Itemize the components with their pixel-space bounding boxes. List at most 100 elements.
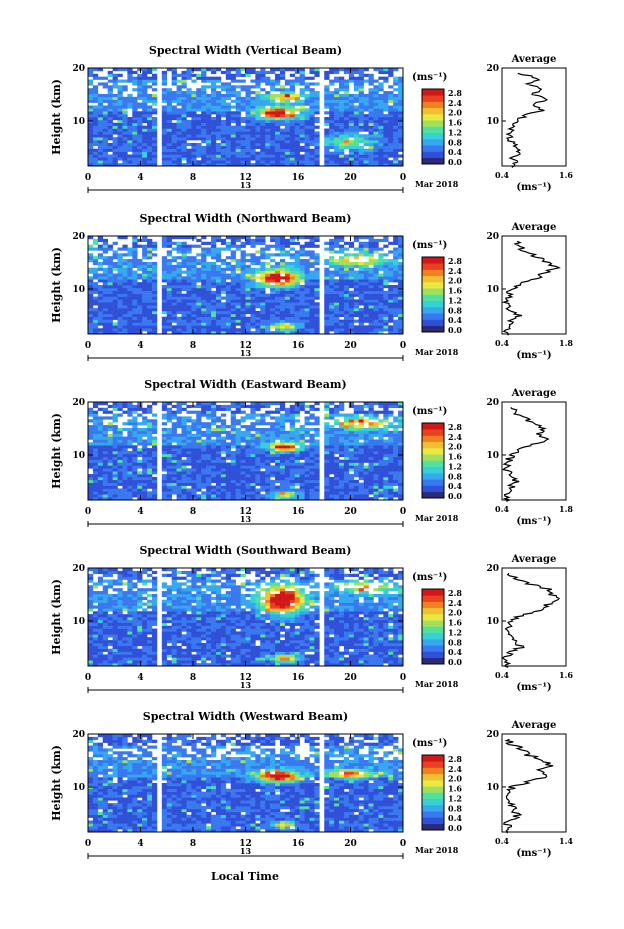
heatmap-cell xyxy=(388,270,394,274)
heatmap-cell xyxy=(171,117,177,121)
heatmap-cell xyxy=(324,140,330,144)
heatmap-cell xyxy=(220,308,227,312)
heatmap-cell xyxy=(353,137,359,141)
heatmap-cell xyxy=(176,99,182,103)
heatmap-cell xyxy=(260,108,266,112)
heatmap-cell xyxy=(132,244,138,248)
heatmap-cell xyxy=(289,270,296,274)
heatmap-cell xyxy=(240,293,246,297)
heatmap-cell xyxy=(127,497,133,501)
heatmap-cell xyxy=(353,253,359,257)
heatmap-cell xyxy=(88,114,94,118)
heatmap-cell xyxy=(196,163,202,167)
colorbar-tick-label: 0.4 xyxy=(448,147,462,157)
heatmap-cell xyxy=(275,93,281,98)
heatmap-cell xyxy=(294,273,300,277)
heatmap-cell xyxy=(299,102,305,106)
heatmap-cell xyxy=(211,485,217,489)
heatmap-cell xyxy=(329,122,335,126)
heatmap-cell xyxy=(235,453,241,458)
heatmap-cell xyxy=(299,117,305,121)
heatmap-cell xyxy=(279,328,286,332)
heatmap-cell xyxy=(220,407,227,411)
heatmap-cell xyxy=(97,261,104,266)
heatmap-cell xyxy=(88,296,94,300)
heatmap-cell xyxy=(348,328,355,332)
heatmap-cell xyxy=(353,264,359,268)
heatmap-cell xyxy=(191,497,197,501)
heatmap-cell xyxy=(181,310,187,315)
heatmap-cell xyxy=(176,319,182,323)
heatmap-cell xyxy=(225,160,232,164)
heatmap-cell xyxy=(225,319,232,323)
heatmap-cell xyxy=(314,131,320,135)
colorbar-tick-label: 1.6 xyxy=(448,118,462,128)
heatmap-cell xyxy=(191,451,197,455)
heatmap-cell xyxy=(240,325,246,329)
heatmap-cell xyxy=(343,70,350,75)
heatmap-cell xyxy=(255,451,261,455)
heatmap-cell xyxy=(314,259,320,263)
heatmap-cell xyxy=(314,238,320,243)
heatmap-cell xyxy=(378,142,384,147)
heatmap-cell xyxy=(275,276,281,280)
heatmap-cell xyxy=(127,160,133,164)
heatmap-cell xyxy=(304,325,310,329)
heatmap-cell xyxy=(284,319,291,323)
heatmap-cell xyxy=(97,322,104,326)
heatmap-cell xyxy=(92,91,99,95)
heatmap-cell xyxy=(353,282,359,286)
heatmap-cell xyxy=(255,290,261,294)
heatmap-cell xyxy=(255,471,261,475)
heatmap-cell xyxy=(324,142,330,147)
heatmap-cell xyxy=(127,259,133,263)
heatmap-cell xyxy=(250,79,256,83)
heatmap-cell xyxy=(220,142,227,147)
heatmap-cell xyxy=(304,102,310,106)
heatmap-cell xyxy=(225,276,232,280)
heatmap-cell xyxy=(127,451,133,455)
heatmap-cell xyxy=(102,157,108,161)
heatmap-cell xyxy=(265,261,271,266)
heatmap-cell xyxy=(275,474,281,478)
heatmap-cell xyxy=(343,157,350,161)
heatmap-cell xyxy=(151,148,158,152)
heatmap-cell xyxy=(284,137,291,141)
heatmap-cell xyxy=(240,267,246,271)
heatmap-cell xyxy=(363,296,369,300)
heatmap-cell xyxy=(353,128,359,132)
heatmap-cell xyxy=(343,313,350,317)
heatmap-cell xyxy=(363,117,369,121)
heatmap-cell xyxy=(299,111,305,115)
heatmap-cell xyxy=(348,140,355,144)
heatmap-cell xyxy=(88,282,94,286)
heatmap-cell xyxy=(378,310,384,315)
heatmap-cell xyxy=(353,88,359,92)
heatmap-cell xyxy=(353,328,359,332)
heatmap-cell xyxy=(196,422,202,426)
heatmap-cell xyxy=(398,310,404,315)
heatmap-cell xyxy=(363,264,369,268)
heatmap-cell xyxy=(186,419,192,423)
heatmap-cell xyxy=(309,151,315,155)
heatmap-cell xyxy=(324,293,330,297)
heatmap-cell xyxy=(107,322,113,326)
heatmap-cell xyxy=(363,140,369,144)
heatmap-cell xyxy=(142,68,148,72)
heatmap-cell xyxy=(117,316,123,320)
heatmap-cell xyxy=(102,244,108,248)
heatmap-cell xyxy=(176,305,182,309)
heatmap-cell xyxy=(343,114,350,118)
heatmap-cell xyxy=(137,497,143,501)
heatmap-cell xyxy=(186,433,192,437)
heatmap-cell xyxy=(127,439,133,443)
heatmap-cell xyxy=(191,427,197,432)
heatmap-cell xyxy=(294,122,300,126)
heatmap-cell xyxy=(309,259,315,263)
heatmap-cell xyxy=(240,471,246,475)
heatmap-cell xyxy=(127,261,133,266)
heatmap-cell xyxy=(88,70,94,75)
heatmap-cell xyxy=(211,308,217,312)
heatmap-cell xyxy=(92,128,99,132)
heatmap-cell xyxy=(250,282,256,286)
